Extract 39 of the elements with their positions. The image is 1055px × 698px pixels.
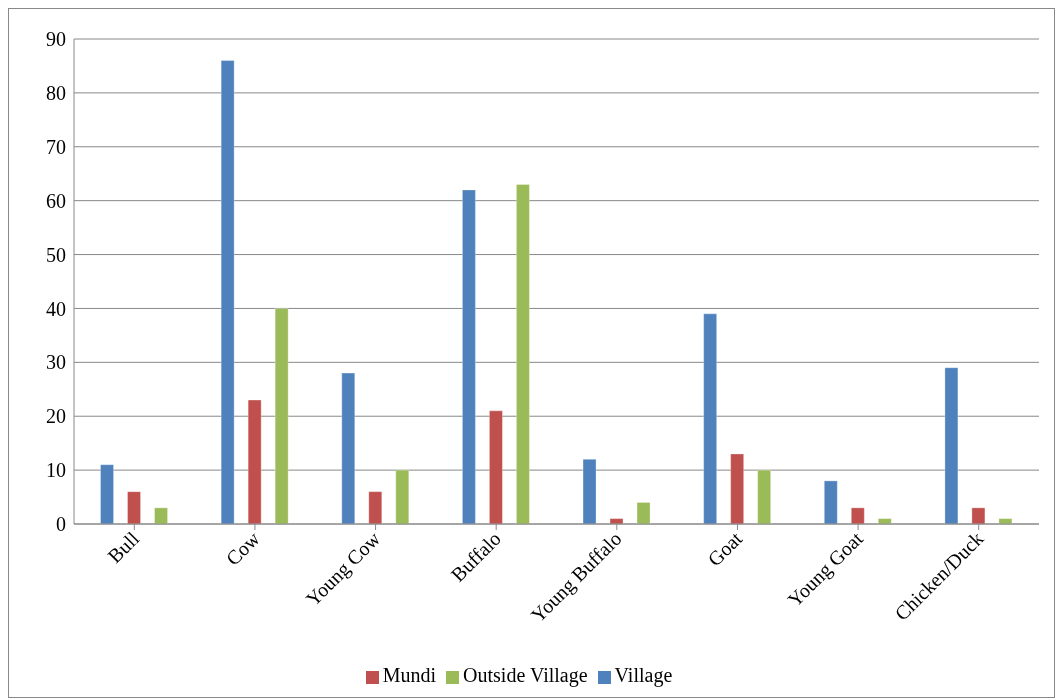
bar xyxy=(703,313,718,524)
bar xyxy=(247,399,262,524)
y-tick-label: 60 xyxy=(46,189,66,212)
y-tick-label: 0 xyxy=(56,513,66,536)
legend-label: Mundi xyxy=(382,664,437,686)
x-tick-label: Cow xyxy=(221,526,265,570)
y-tick-label: 20 xyxy=(46,405,66,428)
legend-label: Village xyxy=(614,664,673,686)
y-tick-label: 30 xyxy=(46,351,66,374)
bar xyxy=(971,507,986,524)
x-tick-label: Bull xyxy=(103,526,144,568)
bar xyxy=(850,507,865,524)
y-tick-label: 70 xyxy=(46,135,66,158)
y-tick-label: 10 xyxy=(46,459,66,482)
bar xyxy=(395,469,410,524)
y-tick-label: 40 xyxy=(46,297,66,320)
bar xyxy=(515,184,530,524)
bar xyxy=(730,453,745,524)
legend-label: Outside Village xyxy=(463,664,588,686)
bar xyxy=(582,458,597,524)
bar xyxy=(100,464,115,524)
bar xyxy=(823,480,838,524)
x-tick-label: Goat xyxy=(703,526,747,571)
bar xyxy=(609,518,624,524)
bar xyxy=(998,518,1013,524)
bar xyxy=(488,410,503,524)
bar xyxy=(757,469,772,524)
bar xyxy=(220,60,235,524)
bar xyxy=(341,372,356,524)
y-tick-label: 50 xyxy=(46,243,66,266)
y-tick-label: 80 xyxy=(46,81,66,104)
bar xyxy=(368,491,383,524)
y-tick-label: 90 xyxy=(46,28,66,51)
bar xyxy=(274,307,289,524)
bar xyxy=(636,501,651,524)
bar xyxy=(127,491,142,524)
bar xyxy=(461,189,476,524)
bar xyxy=(944,367,959,524)
bar xyxy=(154,507,169,524)
